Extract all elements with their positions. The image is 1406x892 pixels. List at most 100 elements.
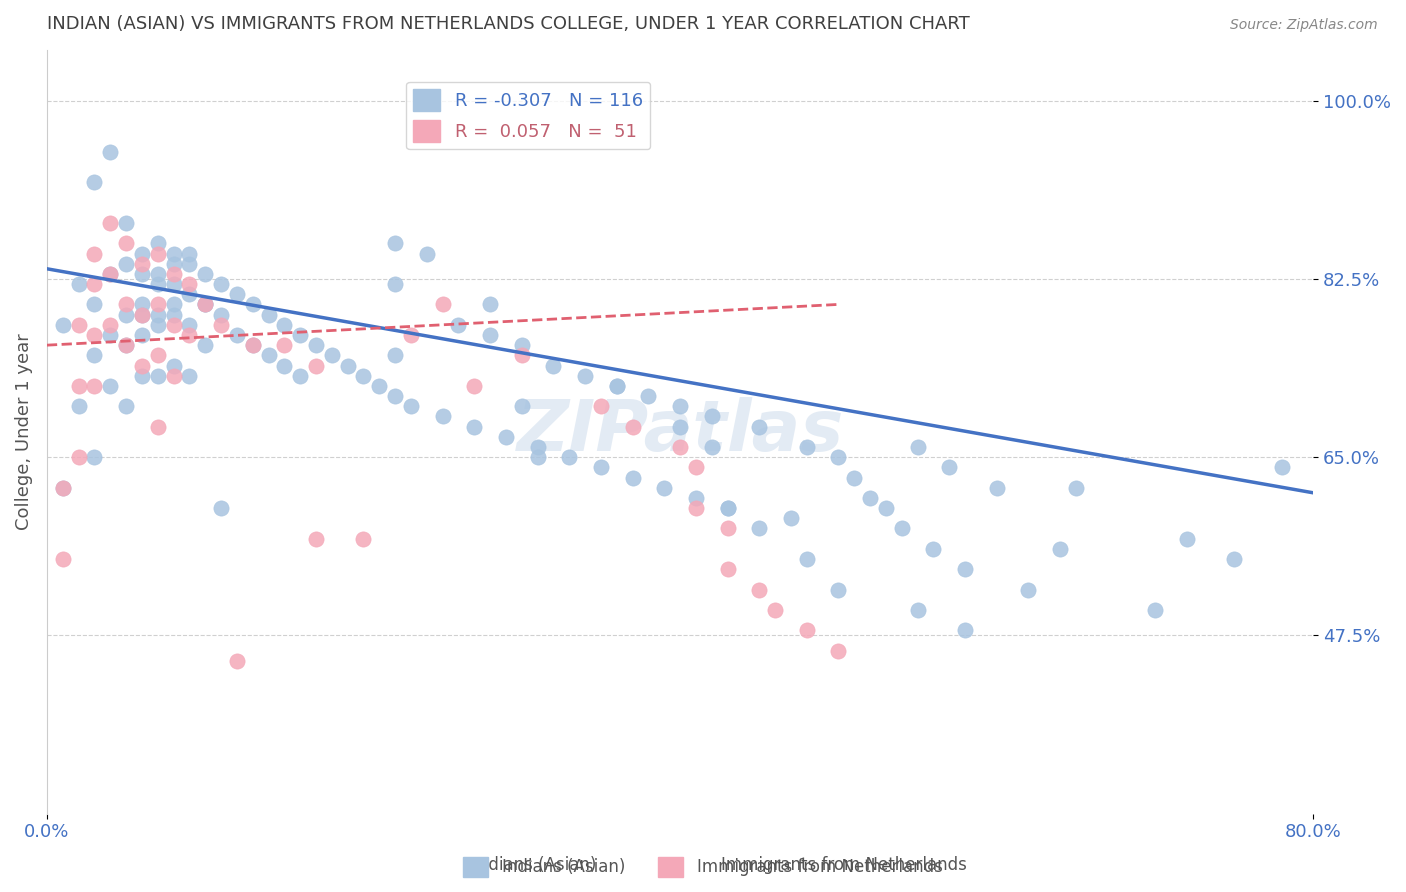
Point: [162, 368, 184, 383]
Point: [83, 246, 105, 260]
Point: [447, 318, 470, 332]
Point: [194, 267, 217, 281]
Y-axis label: College, Under 1 year: College, Under 1 year: [15, 334, 32, 530]
Point: [1271, 460, 1294, 475]
Point: [399, 399, 422, 413]
Point: [146, 236, 169, 251]
Point: [685, 460, 707, 475]
Point: [146, 368, 169, 383]
Point: [827, 450, 849, 465]
Point: [305, 359, 328, 373]
Point: [700, 409, 723, 424]
Point: [115, 399, 138, 413]
Point: [98, 379, 121, 393]
Point: [146, 318, 169, 332]
Point: [558, 450, 581, 465]
Point: [115, 338, 138, 352]
Point: [384, 389, 406, 403]
Point: [510, 348, 533, 362]
Point: [796, 552, 818, 566]
Point: [131, 246, 153, 260]
Point: [716, 501, 738, 516]
Point: [146, 267, 169, 281]
Point: [209, 277, 232, 291]
Point: [716, 521, 738, 535]
Point: [146, 277, 169, 291]
Point: [368, 379, 391, 393]
Point: [606, 379, 628, 393]
Point: [637, 389, 659, 403]
Point: [146, 348, 169, 362]
Point: [953, 562, 976, 576]
Point: [353, 532, 375, 546]
Point: [907, 603, 929, 617]
Point: [162, 257, 184, 271]
Point: [953, 624, 976, 638]
Point: [796, 624, 818, 638]
Point: [273, 318, 295, 332]
Point: [288, 368, 311, 383]
Point: [1049, 541, 1071, 556]
Point: [162, 318, 184, 332]
Point: [98, 267, 121, 281]
Point: [131, 308, 153, 322]
Point: [986, 481, 1008, 495]
Point: [844, 470, 866, 484]
Point: [225, 287, 247, 301]
Point: [162, 277, 184, 291]
Point: [495, 430, 517, 444]
Point: [336, 359, 359, 373]
Point: [131, 328, 153, 343]
Point: [589, 399, 612, 413]
Point: [83, 450, 105, 465]
Point: [780, 511, 803, 525]
Point: [98, 145, 121, 159]
Point: [1175, 532, 1198, 546]
Point: [652, 481, 675, 495]
Point: [179, 246, 201, 260]
Point: [131, 257, 153, 271]
Point: [179, 257, 201, 271]
Point: [179, 318, 201, 332]
Point: [225, 654, 247, 668]
Point: [209, 308, 232, 322]
Point: [131, 368, 153, 383]
Point: [748, 582, 770, 597]
Point: [432, 409, 454, 424]
Point: [288, 328, 311, 343]
Point: [194, 297, 217, 311]
Point: [669, 440, 692, 454]
Point: [67, 450, 90, 465]
Point: [225, 328, 247, 343]
Point: [67, 399, 90, 413]
Point: [83, 277, 105, 291]
Legend: Indians (Asian), Immigrants from Netherlands: Indians (Asian), Immigrants from Netherl…: [457, 850, 949, 884]
Point: [1017, 582, 1039, 597]
Point: [83, 328, 105, 343]
Point: [890, 521, 912, 535]
Point: [131, 267, 153, 281]
Point: [146, 246, 169, 260]
Point: [83, 379, 105, 393]
Text: ZIPatlas: ZIPatlas: [516, 397, 844, 467]
Point: [242, 338, 264, 352]
Point: [716, 562, 738, 576]
Point: [83, 348, 105, 362]
Point: [384, 236, 406, 251]
Point: [98, 216, 121, 230]
Point: [353, 368, 375, 383]
Point: [859, 491, 882, 505]
Point: [131, 297, 153, 311]
Point: [669, 399, 692, 413]
Text: INDIAN (ASIAN) VS IMMIGRANTS FROM NETHERLANDS COLLEGE, UNDER 1 YEAR CORRELATION : INDIAN (ASIAN) VS IMMIGRANTS FROM NETHER…: [46, 15, 970, 33]
Point: [463, 379, 485, 393]
Point: [416, 124, 439, 138]
Point: [621, 470, 644, 484]
Point: [52, 552, 75, 566]
Point: [748, 521, 770, 535]
Point: [115, 236, 138, 251]
Point: [83, 175, 105, 189]
Point: [479, 328, 502, 343]
Point: [179, 328, 201, 343]
Point: [399, 328, 422, 343]
